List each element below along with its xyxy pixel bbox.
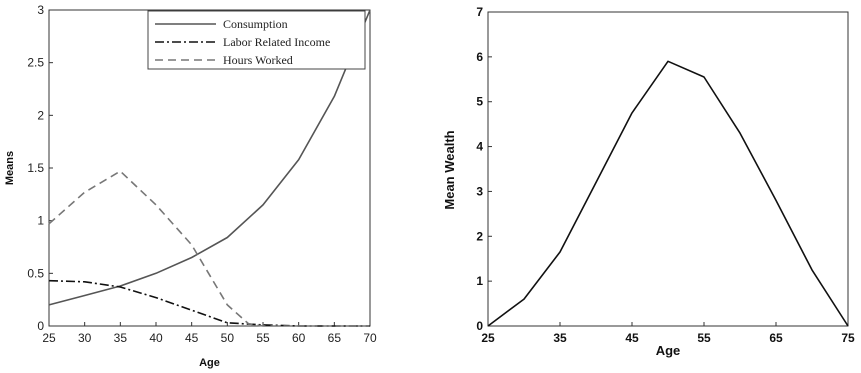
y-tick-label: 7 bbox=[476, 5, 483, 19]
x-tick-label: 35 bbox=[553, 331, 567, 345]
series-left bbox=[48, 9, 371, 327]
y-tick-label: 2.5 bbox=[27, 56, 44, 70]
plot-frame-right bbox=[487, 11, 849, 327]
legend-left: Consumption Labor Related Income Hours W… bbox=[147, 10, 366, 70]
x-tick-label: 70 bbox=[363, 331, 377, 345]
x-axis-label-right: Age bbox=[656, 343, 681, 358]
x-tick-label: 25 bbox=[42, 331, 56, 345]
legend-label-labor-income: Labor Related Income bbox=[223, 35, 330, 49]
x-tick-label: 30 bbox=[78, 331, 92, 345]
y-tick-label: 2 bbox=[476, 229, 483, 243]
y-tick-label: 3 bbox=[476, 184, 483, 198]
series-line-mean-wealth bbox=[487, 60, 849, 327]
y-tick-label: 0 bbox=[476, 319, 483, 333]
x-tick-label: 25 bbox=[481, 331, 495, 345]
x-axis-label-left: Age bbox=[199, 357, 220, 369]
y-tick-label: 1.5 bbox=[27, 161, 44, 175]
y-tick-label: 3 bbox=[37, 3, 44, 17]
x-tick-label: 75 bbox=[841, 331, 855, 345]
x-tick-label: 35 bbox=[114, 331, 128, 345]
legend-label-hours-worked: Hours Worked bbox=[223, 53, 293, 67]
x-tick-label: 50 bbox=[221, 331, 235, 345]
y-tick-label: 0.5 bbox=[27, 266, 44, 280]
y-tick-label: 0 bbox=[37, 319, 44, 333]
series-right bbox=[487, 60, 849, 327]
y-tick-label: 6 bbox=[476, 50, 483, 64]
x-tick-label: 45 bbox=[625, 331, 639, 345]
y-tick-label: 4 bbox=[476, 140, 483, 154]
x-tick-label: 55 bbox=[256, 331, 270, 345]
chart-means-by-age: 25 30 35 40 45 50 55 60 65 70 0 0.5 1 1.5 2 2.5 3 Consum… bbox=[4, 3, 377, 369]
y-tick-label: 1 bbox=[476, 274, 483, 288]
series-line-hours-worked bbox=[48, 170, 370, 327]
y-tick-label: 1 bbox=[37, 214, 44, 228]
y-tick-label: 5 bbox=[476, 95, 483, 109]
y-axis-label-left: Means bbox=[4, 151, 16, 185]
x-tick-label: 65 bbox=[769, 331, 783, 345]
x-tick-label: 55 bbox=[697, 331, 711, 345]
x-tick-label: 60 bbox=[292, 331, 306, 345]
y-axis-label-right: Mean Wealth bbox=[442, 130, 457, 209]
legend-label-consumption: Consumption bbox=[223, 17, 288, 31]
x-tick-label: 65 bbox=[328, 331, 342, 345]
series-line-labor-related-income bbox=[48, 279, 370, 327]
x-tick-label: 40 bbox=[149, 331, 163, 345]
series-line-consumption bbox=[48, 9, 371, 306]
x-tick-label: 45 bbox=[185, 331, 199, 345]
y-tick-label: 2 bbox=[37, 108, 44, 122]
